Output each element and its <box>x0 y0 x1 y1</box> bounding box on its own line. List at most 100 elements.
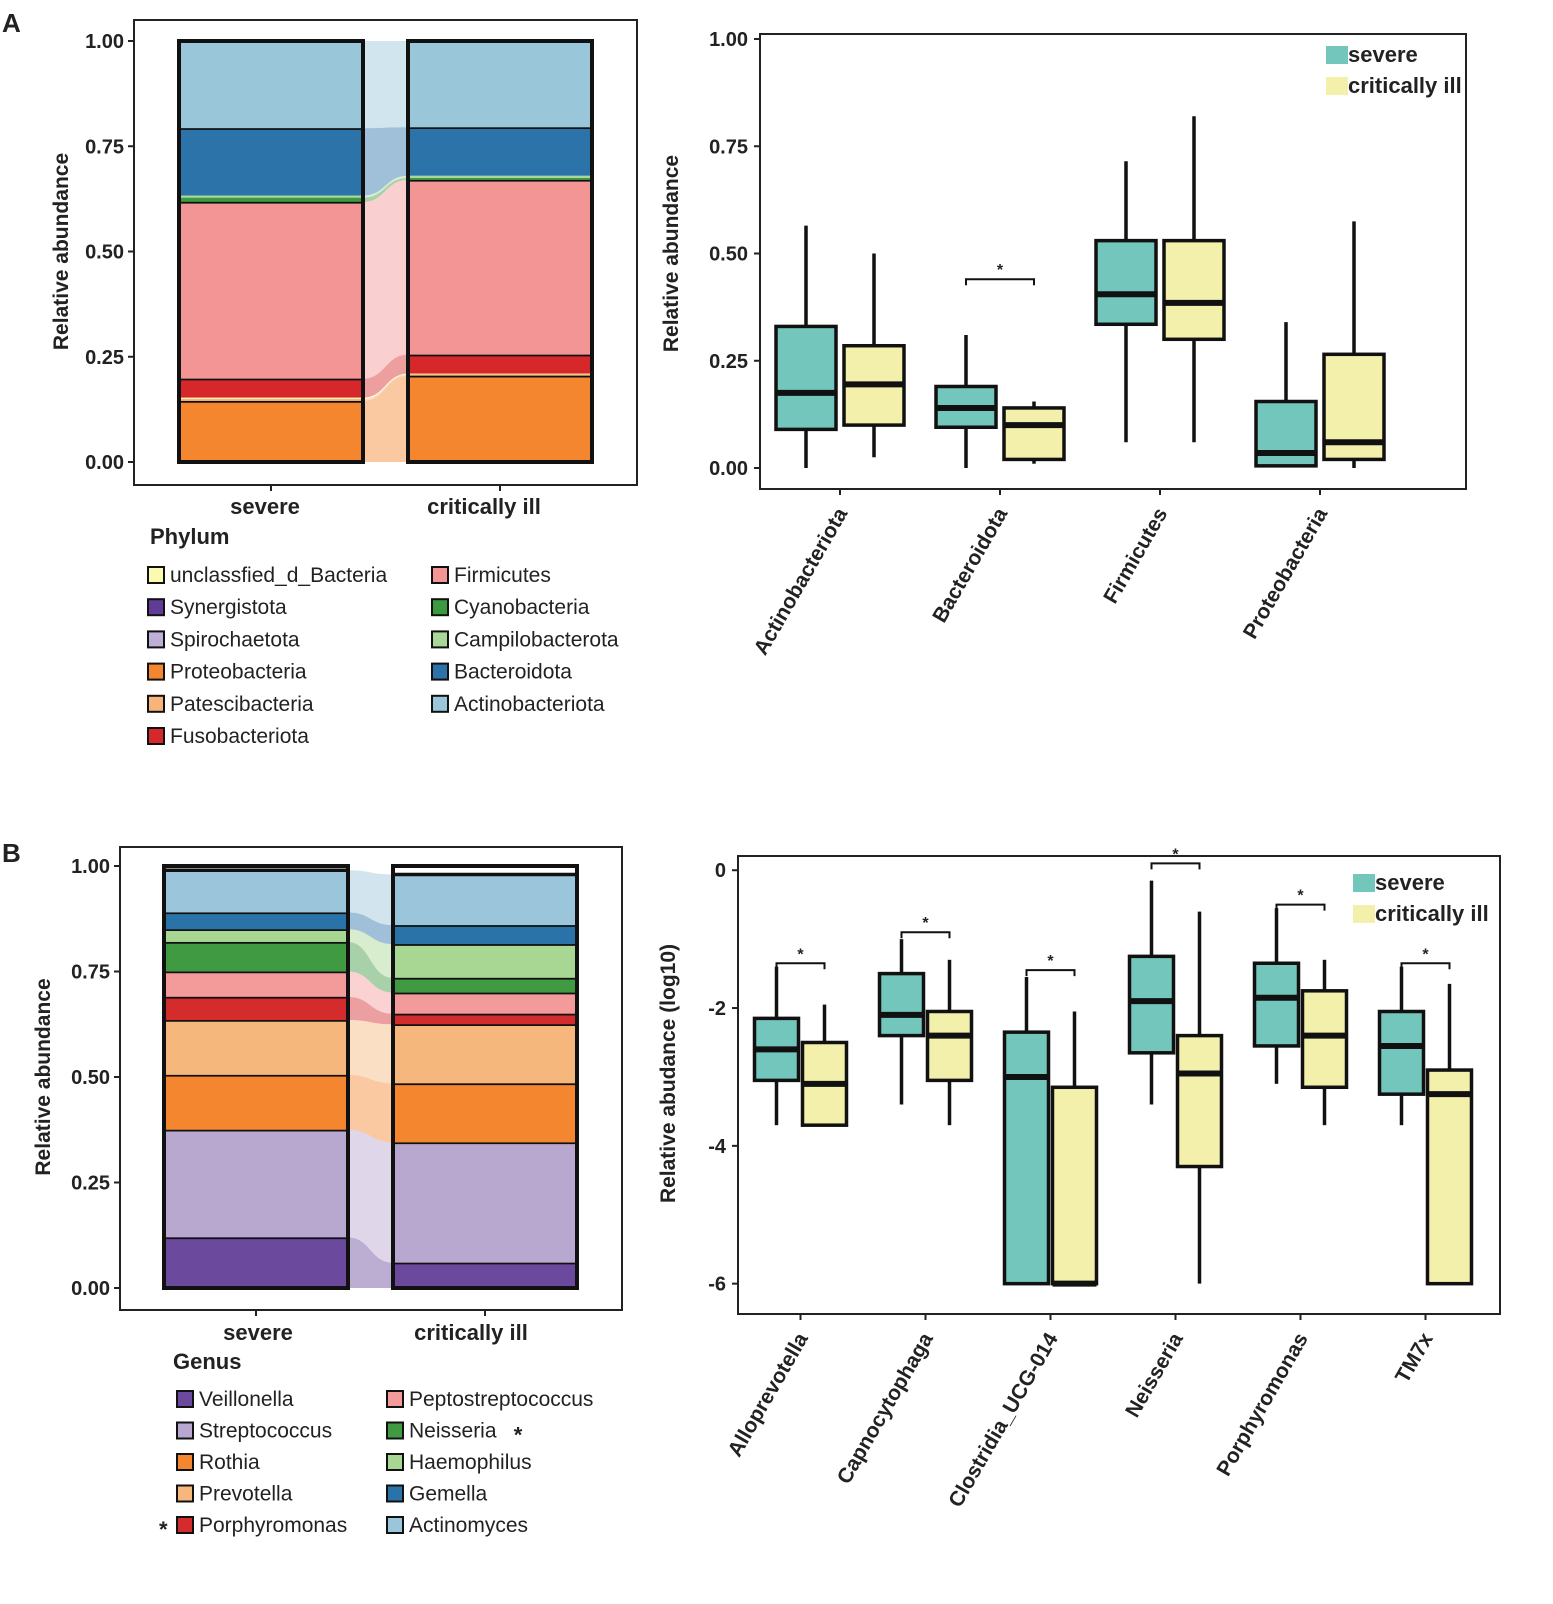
bar-segment-campilobacterota <box>408 175 592 178</box>
box-severe-proteobacteria <box>1254 399 1318 468</box>
legend-swatch-proteobacteria <box>147 662 165 681</box>
legend-swatch-veillonella <box>176 1390 194 1408</box>
y-axis-label: Relative abundance <box>50 153 73 350</box>
legend-label-neisseria: Neisseria <box>409 1420 497 1443</box>
significance-marker-porphyromonas: * <box>159 1517 168 1542</box>
flow-bacteroidota <box>363 127 408 196</box>
legend-swatch-peptostreptococcus <box>386 1390 404 1408</box>
box-critically-ill-firmicutes <box>1162 238 1226 342</box>
bar-segment-actinomyces <box>164 870 348 913</box>
bar-segment-prevotella <box>164 1020 348 1075</box>
y-tick-label: 0.50 <box>71 1067 110 1089</box>
box-critically-ill-tm7x <box>1425 1068 1474 1286</box>
flow-actinobacteriota <box>363 41 408 129</box>
flow-firmicutes <box>363 179 408 379</box>
significance-star: * <box>922 915 929 932</box>
significance-star: * <box>1172 846 1179 863</box>
bar-segment-rothia <box>393 1083 577 1143</box>
box-severe-clostridia-ucg-014 <box>1002 1030 1051 1286</box>
flow-campilobacterota <box>363 175 408 198</box>
legend-swatch-prevotella <box>176 1484 194 1503</box>
significance-marker-neisseria: * <box>514 1423 523 1448</box>
legend-label-critically-ill: critically ill <box>1348 73 1462 98</box>
y-tick-label: -6 <box>708 1274 726 1296</box>
bar-outline <box>406 39 594 464</box>
significance-bracket <box>1150 862 1201 870</box>
flow-patescibacteria <box>363 374 408 401</box>
plot-frame <box>737 855 1501 1315</box>
y-tick-label: 0.75 <box>71 962 110 984</box>
y-tick-label: 0.50 <box>709 244 748 266</box>
panel-a-box-chart: 0.00 0.25 0.50 0.75 1.00 Relative abundance Ac… <box>660 29 1467 659</box>
significance-star: * <box>797 946 804 963</box>
x-category-label: Neisseria <box>1121 1329 1188 1422</box>
legend-swatch-haemophilus <box>386 1453 404 1471</box>
bar-segment-cyanobacteria <box>408 177 592 180</box>
y-tick-label: -2 <box>708 998 726 1020</box>
legend-swatch-unclassfied-d-bacteria <box>147 566 165 584</box>
panel-b-stacked-chart: 0.00 0.25 0.50 0.75 1.00 Relative abundance se… <box>32 846 623 1542</box>
legend-swatch-porphyromonas <box>176 1516 194 1534</box>
bar-segment-fusobacteriota <box>179 378 363 398</box>
y-tick-label: 0.75 <box>85 136 124 158</box>
bar-segment-peptostreptococcus <box>164 971 348 997</box>
legend-swatch-gemella <box>386 1484 404 1503</box>
flow-neisseria <box>348 941 393 993</box>
legend-swatch-spirochaetota <box>147 630 165 649</box>
bar-segment-streptococcus <box>164 1129 348 1238</box>
y-tick-label: 0.25 <box>71 1173 110 1195</box>
bar-segment-patescibacteria <box>179 398 363 401</box>
flow-cyanobacteria <box>363 177 408 202</box>
legend-label-proteobacteria: Proteobacteria <box>170 661 307 684</box>
legend-swatch-actinobacteriota <box>431 694 449 713</box>
flow-haemophilus <box>348 929 393 978</box>
bar-segment-actinomyces <box>393 874 577 926</box>
bar-segment-bacteroidota <box>408 127 592 176</box>
legend-swatch-critically-ill <box>1326 77 1348 95</box>
bar-segment-porphyromonas <box>164 996 348 1021</box>
y-axis-label: Relative abundance <box>660 155 683 352</box>
y-tick-label: -4 <box>708 1136 727 1158</box>
legend-label-veillonella: Veillonella <box>199 1388 294 1411</box>
bar-outline <box>391 864 579 1290</box>
box-severe-neisseria <box>1127 954 1176 1055</box>
legend-title: Phylum <box>150 524 229 549</box>
legend-label-cyanobacteria: Cyanobacteria <box>454 596 590 619</box>
box-severe-firmicutes <box>1094 238 1158 327</box>
flow-peptostreptococcus <box>348 971 393 1014</box>
legend-label-rothia: Rothia <box>199 1451 260 1474</box>
legend-swatch-firmicutes <box>431 566 449 584</box>
flow-rothia <box>348 1074 393 1143</box>
flow-unclassfied-d-bacteria <box>363 373 408 399</box>
x-category-label: Porphyromonas <box>1212 1329 1312 1480</box>
significance-bracket <box>1275 903 1326 911</box>
legend-label-prevotella: Prevotella <box>199 1483 293 1506</box>
bar-segment-proteobacteria <box>179 400 363 462</box>
bar-outline <box>162 864 350 1290</box>
bar-segment-firmicutes <box>408 179 592 355</box>
legend-label-firmicutes: Firmicutes <box>454 564 551 587</box>
y-tick-label: 1.00 <box>85 31 124 53</box>
bar-segment-neisseria <box>164 941 348 972</box>
legend-label-actinomyces: Actinomyces <box>409 1514 528 1537</box>
significance-star: * <box>1047 953 1054 970</box>
y-tick-label: 0.25 <box>85 347 124 369</box>
bar-segment-rothia <box>164 1074 348 1130</box>
bar-segment-gemella <box>164 912 348 930</box>
plot-frame <box>119 846 623 1311</box>
bar-segment-veillonella <box>393 1262 577 1288</box>
box-critically-ill-porphyromonas <box>1300 989 1349 1090</box>
significance-star: * <box>1297 888 1304 905</box>
bar-segment-cyanobacteria <box>179 197 363 202</box>
panel-a-stacked-chart: 0.00 0.25 0.50 0.75 1.00 Relative abundance se… <box>50 19 638 748</box>
bar-segment-bacteroidota <box>179 128 363 196</box>
legend-swatch-synergistota <box>147 598 165 617</box>
bar-outline <box>177 39 365 464</box>
y-tick-label: 0 <box>715 860 726 882</box>
legend-swatch-bacteroidota <box>431 662 449 681</box>
legend-swatch-severe <box>1326 46 1348 64</box>
legend-label-unclassfied-d-bacteria: unclassfied_d_Bacteria <box>170 564 387 587</box>
y-tick-label: 0.75 <box>709 136 748 158</box>
y-tick-label: 1.00 <box>709 29 748 51</box>
